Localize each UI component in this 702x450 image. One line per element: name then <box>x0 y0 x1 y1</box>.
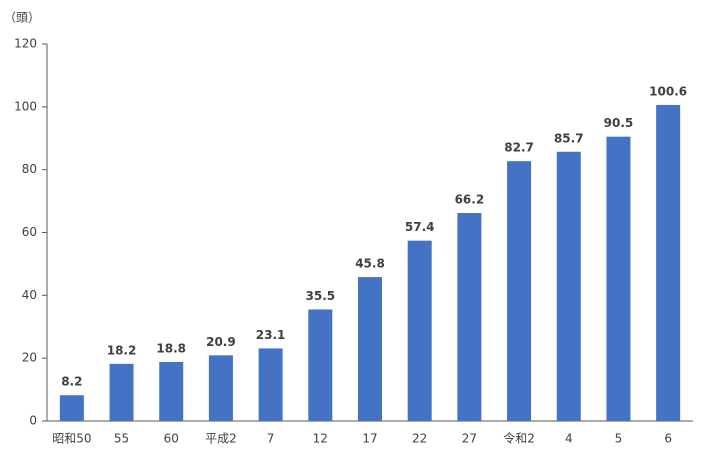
y-tick-label: 60 <box>22 225 37 239</box>
value-label: 23.1 <box>256 328 286 342</box>
bar <box>457 213 482 421</box>
value-label: 100.6 <box>649 84 687 98</box>
y-tick-label: 20 <box>22 351 37 365</box>
x-tick-label: 6 <box>664 432 672 446</box>
bar <box>606 136 631 421</box>
value-label: 66.2 <box>455 193 485 207</box>
bar <box>358 277 382 421</box>
bar <box>407 240 432 421</box>
bar <box>656 104 681 421</box>
y-tick-label: 100 <box>14 99 37 113</box>
x-tick-label: 7 <box>267 432 275 446</box>
x-tick-label: 12 <box>313 432 328 446</box>
value-label: 35.5 <box>306 289 336 303</box>
y-tick-label: 40 <box>22 288 37 302</box>
value-label: 90.5 <box>604 116 634 130</box>
x-tick-label: 平成2 <box>205 432 237 446</box>
value-label: 57.4 <box>405 220 435 234</box>
x-tick-label: 17 <box>362 432 377 446</box>
x-tick-label: 5 <box>615 432 623 446</box>
value-label: 85.7 <box>554 131 584 145</box>
value-label: 8.2 <box>61 375 82 389</box>
bar <box>556 151 581 422</box>
value-label: 18.8 <box>156 341 186 355</box>
bar <box>59 395 84 421</box>
y-tick-label: 80 <box>22 162 37 176</box>
x-tick-label: 22 <box>412 432 427 446</box>
x-tick-label: 4 <box>565 432 573 446</box>
bar <box>507 161 532 421</box>
x-tick-label: 昭和50 <box>52 432 91 446</box>
y-tick-label: 120 <box>14 37 37 51</box>
bar <box>208 355 233 421</box>
value-label: 45.8 <box>355 257 385 271</box>
y-axis-unit: （頭） <box>4 11 40 25</box>
bar <box>159 361 184 421</box>
value-label: 18.2 <box>107 343 137 357</box>
y-tick-label: 0 <box>29 414 37 428</box>
bar <box>308 309 333 421</box>
value-label: 20.9 <box>206 335 236 349</box>
value-label: 82.7 <box>504 141 534 155</box>
x-tick-label: 27 <box>462 432 477 446</box>
x-tick-label: 60 <box>164 432 179 446</box>
x-tick-label: 55 <box>114 432 129 446</box>
bar <box>258 348 283 421</box>
x-tick-label: 令和2 <box>503 431 535 446</box>
bar <box>109 363 134 421</box>
